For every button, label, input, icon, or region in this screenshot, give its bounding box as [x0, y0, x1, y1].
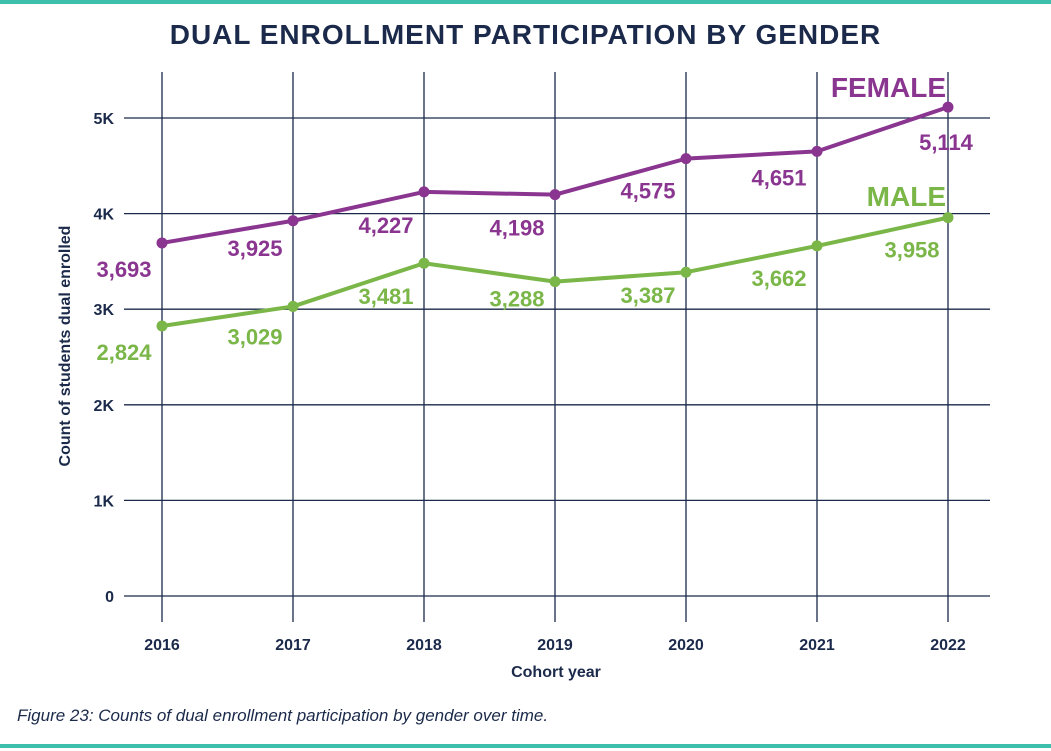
female-point-2021: [811, 145, 823, 157]
male-data-label: 2,824: [96, 340, 152, 365]
male-point-2017: [287, 300, 299, 312]
chart-title: DUAL ENROLLMENT PARTICIPATION BY GENDER: [169, 19, 882, 50]
female-data-label: 4,575: [620, 179, 675, 204]
x-tick-label: 2021: [799, 637, 835, 654]
x-tick-label: 2019: [537, 637, 573, 654]
male-data-label: 3,662: [751, 266, 806, 291]
bottom-accent-rule: [0, 744, 1051, 748]
male-point-2020: [680, 266, 692, 278]
female-point-2020: [680, 153, 692, 165]
female-data-label: 3,693: [96, 257, 151, 282]
figure-caption: Figure 23: Counts of dual enrollment par…: [17, 706, 549, 725]
top-accent-rule: [0, 0, 1051, 4]
female-point-2017: [287, 215, 299, 227]
y-tick-label: 2K: [94, 398, 115, 415]
x-axis-title: Cohort year: [511, 664, 601, 681]
male-point-2021: [811, 240, 823, 252]
female-point-2018: [418, 186, 430, 198]
male-data-label: 3,029: [227, 324, 282, 349]
y-tick-label: 1K: [94, 493, 115, 510]
y-tick-label: 4K: [94, 207, 115, 224]
y-axis-title: Count of students dual enrolled: [57, 226, 74, 467]
female-data-label: 3,925: [227, 236, 282, 261]
female-data-label: 4,227: [358, 213, 413, 238]
female-point-2022: [942, 101, 954, 113]
line-chart: 0 1K 2K 3K 4K 5K 2016 2017 2018 2019 2020 2021 2022 C…: [57, 72, 990, 681]
male-data-label: 3,288: [489, 287, 544, 312]
female-point-2016: [156, 237, 168, 249]
x-tick-label: 2020: [668, 637, 704, 654]
y-tick-label: 3K: [94, 302, 115, 319]
female-series-label: FEMALE: [831, 72, 946, 103]
female-data-label: 5,114: [919, 130, 974, 155]
male-data-label: 3,481: [358, 284, 413, 309]
female-data-label: 4,198: [489, 216, 544, 241]
x-tick-label: 2018: [406, 637, 442, 654]
x-tick-label: 2022: [930, 637, 966, 654]
male-point-2018: [418, 257, 430, 269]
male-series-label: MALE: [867, 181, 946, 212]
y-tick-label: 0: [105, 589, 114, 606]
female-data-label: 4,651: [751, 165, 806, 190]
male-point-2019: [549, 276, 561, 288]
male-point-2016: [156, 320, 168, 332]
female-point-2019: [549, 189, 561, 201]
male-point-2022: [942, 212, 954, 224]
male-data-label: 3,387: [620, 283, 675, 308]
x-tick-label: 2017: [275, 637, 311, 654]
x-tick-label: 2016: [144, 637, 180, 654]
male-data-label: 3,958: [884, 238, 939, 263]
y-tick-label: 5K: [94, 111, 115, 128]
